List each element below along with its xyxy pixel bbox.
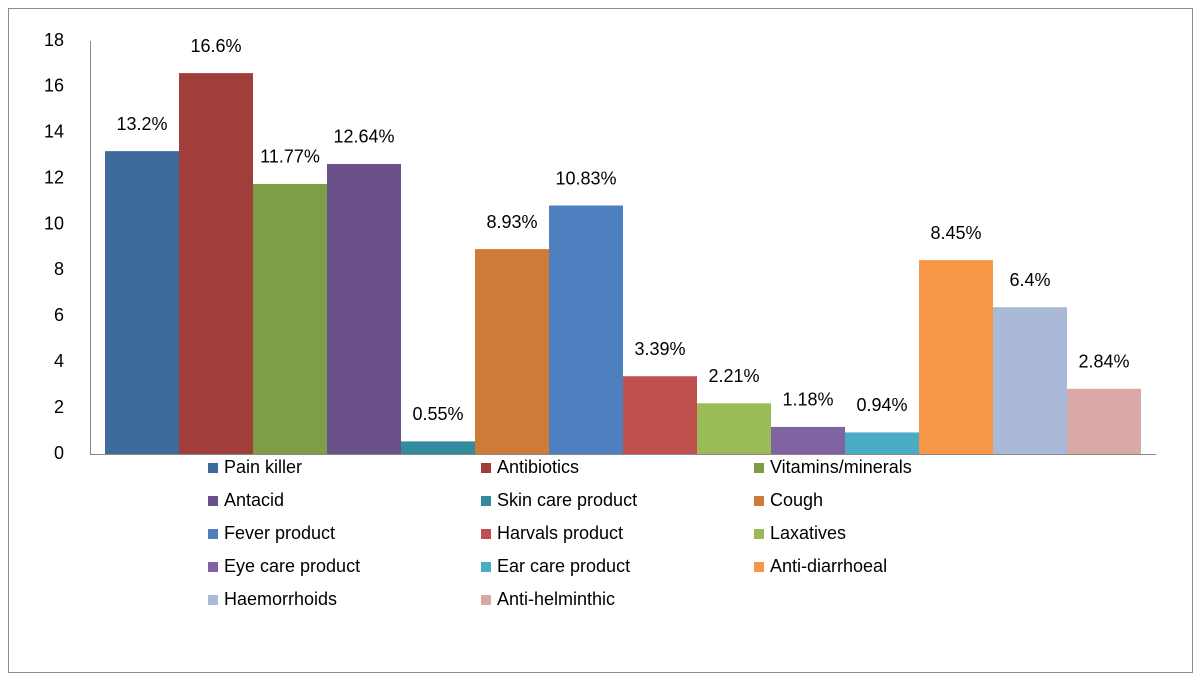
legend-label: Skin care product: [497, 490, 637, 510]
legend-swatch: [208, 529, 218, 539]
data-label: 3.39%: [634, 339, 685, 359]
bar: [845, 432, 919, 454]
bar: [697, 403, 771, 454]
bar: [993, 307, 1067, 454]
y-tick-label: 18: [44, 30, 64, 50]
data-label: 1.18%: [782, 390, 833, 410]
y-tick-label: 16: [44, 76, 64, 96]
legend-swatch: [481, 562, 491, 572]
bar: [327, 163, 401, 454]
legend-label: Antibiotics: [497, 457, 579, 477]
y-tick-label: 6: [54, 305, 64, 325]
y-tick-label: 2: [54, 397, 64, 417]
bar: [105, 151, 179, 454]
legend-label: Laxatives: [770, 523, 846, 543]
y-tick-label: 0: [54, 443, 64, 463]
y-tick-label: 4: [54, 351, 64, 371]
legend-label: Cough: [770, 490, 823, 510]
legend-label: Harvals product: [497, 523, 623, 543]
legend-label: Anti-helminthic: [497, 589, 615, 609]
legend-label: Pain killer: [224, 457, 302, 477]
legend-label: Fever product: [224, 523, 335, 543]
data-label: 16.6%: [190, 36, 241, 56]
legend-swatch: [754, 496, 764, 506]
bar: [771, 426, 845, 454]
legend-label: Eye care product: [224, 556, 360, 576]
data-label: 11.77%: [260, 147, 320, 167]
bar: [549, 205, 623, 454]
bar: [475, 249, 549, 454]
legend-swatch: [754, 529, 764, 539]
legend-swatch: [481, 529, 491, 539]
data-label: 12.64%: [333, 127, 394, 147]
data-label: 0.55%: [412, 404, 463, 424]
legend-swatch: [208, 595, 218, 605]
legend-swatch: [754, 562, 764, 572]
legend-label: Ear care product: [497, 556, 630, 576]
legend-swatch: [481, 463, 491, 473]
y-tick-label: 14: [44, 122, 64, 142]
y-tick-label: 8: [54, 259, 64, 279]
bar: [919, 260, 993, 454]
legend-swatch: [208, 496, 218, 506]
legend-label: Antacid: [224, 490, 284, 510]
data-label: 6.4%: [1009, 270, 1050, 290]
data-label: 8.93%: [486, 212, 537, 232]
bar: [401, 441, 475, 454]
bar: [253, 183, 327, 454]
legend-label: Anti-diarrhoeal: [770, 556, 887, 576]
legend-swatch: [481, 496, 491, 506]
data-label: 2.84%: [1078, 352, 1129, 372]
legend-swatch: [754, 463, 764, 473]
data-label: 13.2%: [116, 114, 167, 134]
bar: [179, 73, 253, 454]
y-tick-label: 12: [44, 167, 64, 187]
data-label: 8.45%: [930, 223, 981, 243]
bar: [623, 376, 697, 454]
legend-label: Vitamins/minerals: [770, 457, 912, 477]
legend-label: Haemorrhoids: [224, 589, 337, 609]
y-tick-label: 10: [44, 213, 64, 233]
legend-swatch: [208, 562, 218, 572]
legend-swatch: [208, 463, 218, 473]
bar: [1067, 388, 1141, 454]
data-label: 10.83%: [555, 168, 616, 188]
legend-swatch: [481, 595, 491, 605]
data-label: 0.94%: [856, 395, 907, 415]
data-label: 2.21%: [708, 366, 759, 386]
